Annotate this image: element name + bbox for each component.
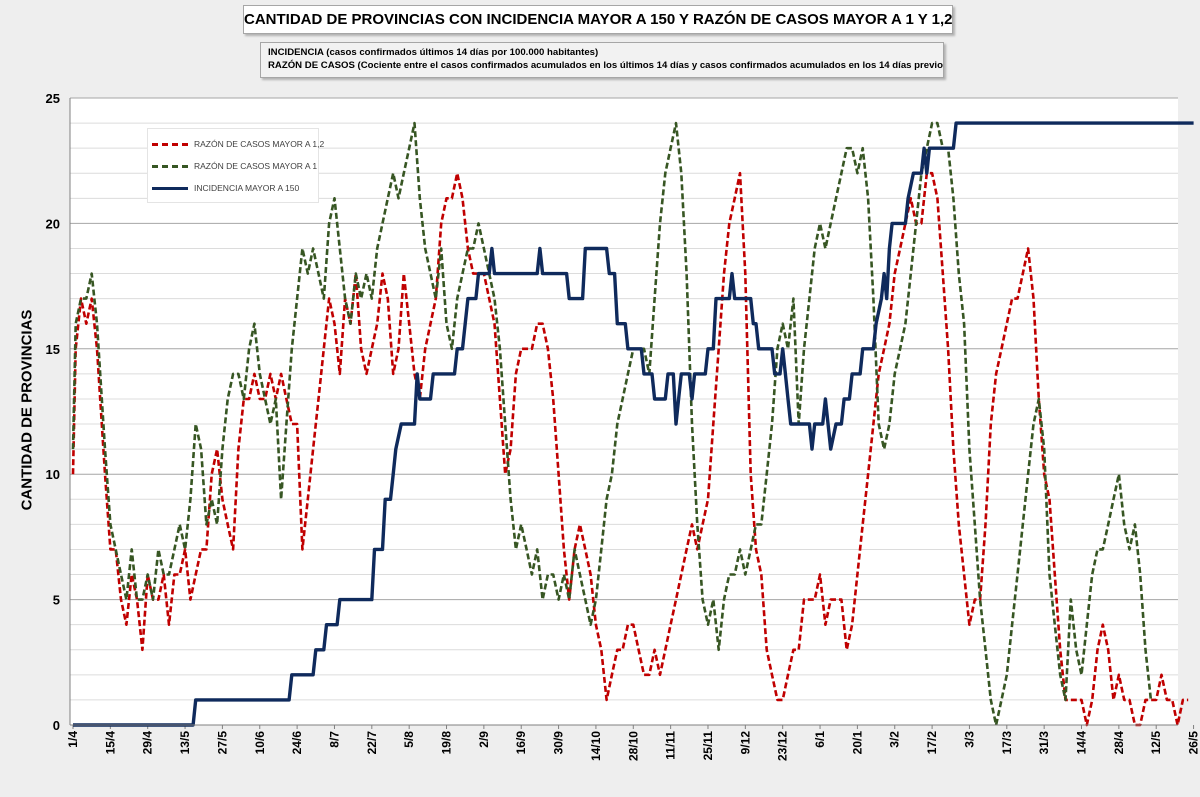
x-tick-label: 19/8 xyxy=(440,731,454,755)
y-tick-label: 10 xyxy=(46,467,60,482)
x-tick-label: 11/11 xyxy=(664,731,678,760)
x-tick-label: 29/4 xyxy=(141,731,155,755)
x-tick-label: 28/4 xyxy=(1112,731,1126,755)
legend-label-razon-1: RAZÓN DE CASOS MAYOR A 1 xyxy=(194,161,318,171)
x-tick-label: 17/3 xyxy=(1000,731,1014,755)
x-tick-label: 13/5 xyxy=(178,731,192,755)
x-tick-label: 12/5 xyxy=(1149,731,1163,755)
legend-swatch-incidencia xyxy=(152,187,188,190)
y-tick-label: 0 xyxy=(53,718,60,733)
y-tick-label: 25 xyxy=(46,91,60,106)
legend-label-incidencia: INCIDENCIA MAYOR A 150 xyxy=(194,183,300,193)
definitions-note: INCIDENCIA (casos confirmados últimos 14… xyxy=(260,42,944,78)
legend-swatch-razon-1 xyxy=(152,165,188,168)
x-axis-ticks: 1/4 15/4 29/4 13/5 27/5 10/6 24/6 8/7 22/7 5/8 19/… xyxy=(66,725,1200,761)
series-razon-1-2 xyxy=(71,171,1189,727)
x-tick-label: 28/10 xyxy=(626,731,640,761)
x-tick-label: 8/7 xyxy=(327,731,341,748)
x-tick-label: 23/12 xyxy=(776,731,790,761)
major-gridlines xyxy=(70,97,1178,601)
legend-item-razon-1: RAZÓN DE CASOS MAYOR A 1 xyxy=(148,159,318,173)
x-tick-label: 26/5 xyxy=(1187,731,1200,755)
x-tick-label: 27/5 xyxy=(215,731,229,755)
x-tick-label: 14/10 xyxy=(589,731,603,761)
legend-item-incidencia: INCIDENCIA MAYOR A 150 xyxy=(148,181,318,195)
x-tick-label: 6/1 xyxy=(813,731,827,748)
note-razon: RAZÓN DE CASOS (Cociente entre el casos … xyxy=(268,60,944,71)
y-tick-label: 15 xyxy=(46,342,60,357)
x-tick-label: 3/3 xyxy=(962,731,976,748)
x-tick-label: 31/3 xyxy=(1037,731,1051,755)
x-tick-label: 5/8 xyxy=(402,731,416,748)
x-tick-label: 16/9 xyxy=(514,731,528,755)
legend: RAZÓN DE CASOS MAYOR A 1,2 RAZÓN DE CASO… xyxy=(147,128,324,203)
y-tick-label: 20 xyxy=(46,216,60,231)
x-tick-label: 15/4 xyxy=(103,731,117,755)
legend-item-razon-1-2: RAZÓN DE CASOS MAYOR A 1,2 xyxy=(148,137,324,151)
note-incidencia: INCIDENCIA (casos confirmados últimos 14… xyxy=(268,47,599,58)
x-tick-label: 10/6 xyxy=(253,731,267,755)
x-tick-label: 24/6 xyxy=(290,731,304,755)
x-tick-label: 14/4 xyxy=(1075,731,1089,755)
legend-swatch-razon-1-2 xyxy=(152,143,188,146)
x-tick-label: 17/2 xyxy=(925,731,939,755)
series-layer xyxy=(71,121,1194,727)
y-axis-ticks: 0 5 10 15 20 25 xyxy=(46,91,60,733)
x-tick-label: 25/11 xyxy=(701,731,715,761)
y-tick-label: 5 xyxy=(53,593,60,608)
x-tick-label: 1/4 xyxy=(66,731,80,748)
x-tick-label: 3/2 xyxy=(888,731,902,748)
series-razon-1 xyxy=(71,121,1153,727)
x-tick-label: 30/9 xyxy=(552,731,566,755)
x-tick-label: 22/7 xyxy=(365,731,379,755)
series-incidencia xyxy=(73,121,1194,727)
x-tick-label: 2/9 xyxy=(477,731,491,748)
x-tick-label: 9/12 xyxy=(738,731,752,755)
chart-title: CANTIDAD DE PROVINCIAS CON INCIDENCIA MA… xyxy=(243,5,953,34)
x-tick-label: 20/1 xyxy=(850,731,864,755)
legend-label-razon-1-2: RAZÓN DE CASOS MAYOR A 1,2 xyxy=(194,139,325,149)
